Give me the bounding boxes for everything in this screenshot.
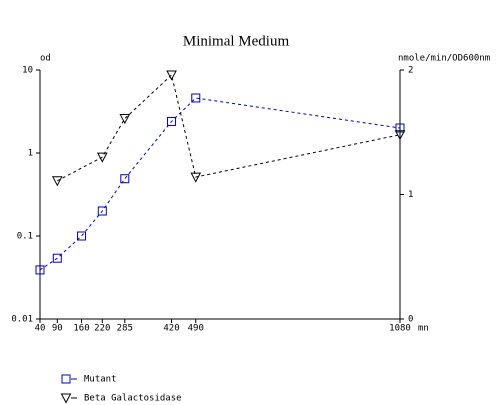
x-tick-label: 490 [188, 324, 204, 334]
x-tick-label: 160 [73, 324, 89, 334]
x-tick-label: 420 [163, 324, 179, 334]
y-tick-label: 0.1 [17, 232, 33, 242]
marker [166, 70, 177, 81]
marker [77, 231, 87, 241]
x-tick-label: 285 [117, 324, 133, 334]
marker [394, 130, 406, 141]
x-tick-label: 90 [52, 324, 63, 334]
y2-tick-label: 0 [408, 315, 413, 325]
series-line [39, 97, 401, 271]
legend-marker [61, 374, 71, 384]
marker [395, 123, 405, 133]
x-tick-label: 40 [35, 324, 46, 334]
x-tick-label: 220 [94, 324, 110, 334]
marker [119, 114, 131, 125]
marker [191, 93, 201, 103]
x-axis-label: mn [418, 324, 429, 334]
marker [167, 116, 177, 126]
series-line [57, 74, 401, 182]
y-tick-label: 0.01 [11, 315, 33, 325]
marker [51, 176, 63, 187]
legend-marker [60, 393, 72, 404]
legend-label: Mutant [84, 375, 117, 385]
y-tick-label: 10 [22, 66, 33, 76]
marker [35, 265, 45, 275]
chart-title: Minimal Medium [183, 33, 290, 49]
y2-axis-label: nmole/min/OD600nm [398, 54, 490, 64]
y-axis-label: od [40, 54, 51, 64]
y-tick-label: 1 [28, 149, 33, 159]
marker [52, 253, 62, 263]
marker [190, 172, 202, 183]
y2-tick-label: 1 [408, 190, 413, 200]
marker [120, 174, 130, 184]
x-tick-label: 1080 [389, 324, 411, 334]
marker [96, 152, 108, 163]
marker [97, 206, 107, 216]
y2-tick-label: 2 [408, 66, 413, 76]
legend-label: Beta Galactosidase [84, 394, 182, 404]
